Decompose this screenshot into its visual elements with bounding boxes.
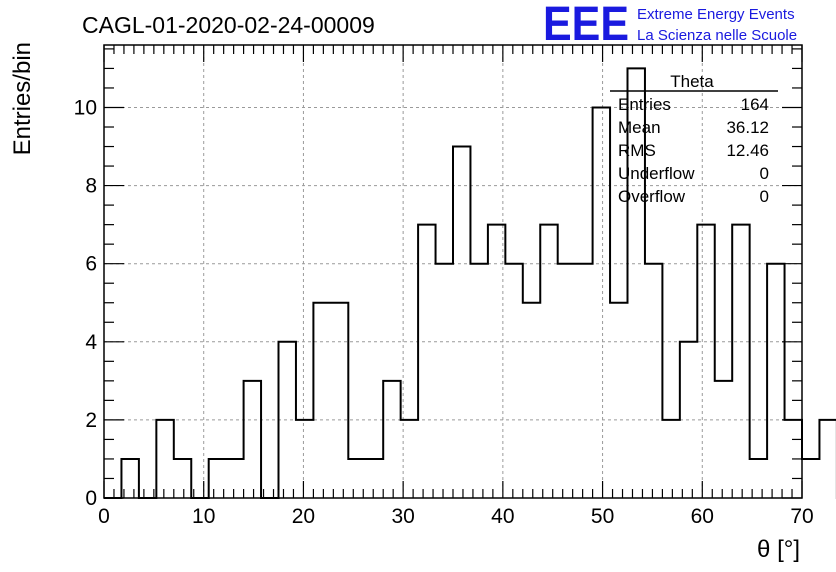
eee-logo: EEE Extreme Energy Events La Scienza nel… <box>543 0 797 51</box>
histogram-outline <box>104 67 836 499</box>
x-tick-label: 0 <box>98 505 110 528</box>
histogram-bin <box>366 459 383 498</box>
histogram-bin <box>610 303 627 498</box>
histogram-bin <box>279 342 296 498</box>
y-tick-label: 4 <box>85 331 97 354</box>
stats-value: 0 <box>760 187 769 206</box>
stats-value: 12.46 <box>726 141 769 160</box>
histogram-bin <box>540 225 557 498</box>
histogram-bin <box>418 225 435 498</box>
y-tick-label: 0 <box>85 487 97 510</box>
x-axis-title: θ [°] <box>757 536 800 563</box>
histogram-bin <box>593 107 610 498</box>
stats-box: Theta Entries 164 Mean 36.12 RMS 12.46 Underfl… <box>610 72 778 206</box>
axis-ticks <box>103 45 803 499</box>
histogram-bin <box>453 147 470 498</box>
histogram-bin <box>488 225 505 498</box>
x-tick-label: 10 <box>192 505 215 528</box>
histogram-bin <box>575 264 592 498</box>
histogram-bin <box>383 381 400 498</box>
stats-value: 0 <box>760 164 769 183</box>
logo-line-1: Extreme Energy Events <box>637 6 795 23</box>
histogram-bin <box>523 303 540 498</box>
histogram-bin <box>174 459 191 498</box>
stats-label: Overflow <box>618 187 686 206</box>
x-tick-label: 20 <box>292 505 315 528</box>
histogram-bin <box>645 264 662 498</box>
y-tick-label: 2 <box>85 409 97 432</box>
logo-mark: EEE <box>543 0 629 51</box>
x-tick-label: 40 <box>491 505 514 528</box>
y-tick-label: 10 <box>74 96 97 119</box>
x-tick-label: 30 <box>391 505 414 528</box>
histogram-series <box>104 67 836 499</box>
histogram-bin <box>470 264 487 498</box>
histogram-bin <box>156 420 173 498</box>
stats-label: Underflow <box>618 164 695 183</box>
histogram-bin <box>331 303 348 498</box>
stats-label: Mean <box>618 118 661 137</box>
histogram-bin <box>715 381 732 498</box>
histogram-bin <box>296 420 313 498</box>
logo-line-2: La Scienza nelle Scuole <box>637 27 797 44</box>
stats-value: 164 <box>741 95 769 114</box>
stats-title: Theta <box>670 72 714 91</box>
histogram-bin <box>802 459 819 498</box>
histogram-bin <box>558 264 575 498</box>
histogram-bin <box>505 264 522 498</box>
x-tick-label: 70 <box>790 505 813 528</box>
histogram-bin <box>226 459 243 498</box>
histogram-bin <box>244 381 261 498</box>
histogram-bin <box>767 264 784 498</box>
y-axis-title: Entries/bin <box>9 42 36 155</box>
stats-label: RMS <box>618 141 656 160</box>
stats-value: 36.12 <box>726 118 769 137</box>
histogram-bin <box>313 303 330 498</box>
histogram-bin <box>697 225 714 498</box>
histogram-bin <box>732 225 749 498</box>
histogram-bin <box>436 264 453 498</box>
x-tick-label: 50 <box>591 505 614 528</box>
histogram-bin <box>662 420 679 498</box>
axis-tick-labels: 0 10 20 30 40 50 60 70 0 2 4 6 8 10 <box>74 96 814 528</box>
stats-label: Entries <box>618 95 671 114</box>
y-tick-label: 6 <box>85 253 97 276</box>
stats-rows: Entries 164 Mean 36.12 RMS 12.46 Underflow 0 Ove… <box>618 95 769 206</box>
histogram-bin <box>819 420 836 498</box>
y-tick-label: 8 <box>85 175 97 198</box>
chart-title: CAGL-01-2020-02-24-00009 <box>82 12 375 38</box>
x-tick-label: 60 <box>691 505 714 528</box>
